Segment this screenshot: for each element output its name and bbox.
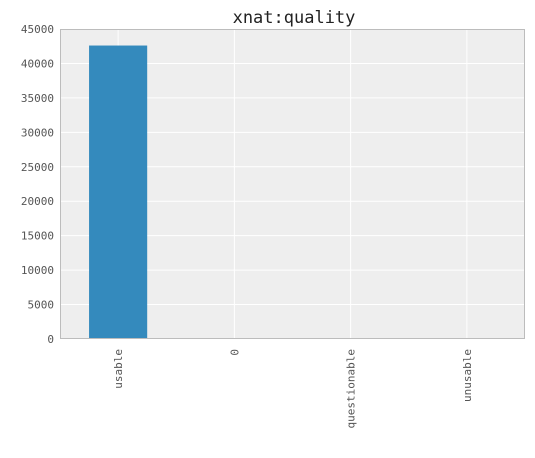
x-tick-label: usable [112,349,125,389]
y-tick-label: 40000 [21,57,54,70]
bar-usable [89,45,148,340]
x-tick-label: unusable [461,349,474,402]
y-tick-label: 35000 [21,92,54,105]
bars [89,45,496,340]
y-tick-label: 45000 [21,23,54,36]
x-axis-ticks: usable 0 questionable unusable [112,349,474,428]
y-tick-label: 10000 [21,264,54,277]
plot-frame [60,29,525,339]
y-axis-ticks: 0 5000 10000 15000 20000 25000 30000 35000 40000… [21,23,54,346]
y-tick-label: 15000 [21,230,54,243]
y-tick-label: 25000 [21,161,54,174]
plot-border [60,29,525,339]
chart-title: xnat:quality [233,8,356,28]
y-tick-label: 5000 [28,299,55,312]
y-tick-label: 0 [47,333,54,346]
y-tick-label: 30000 [21,126,54,139]
x-tick-label: 0 [228,349,241,356]
y-tick-label: 20000 [21,195,54,208]
x-tick-label: questionable [345,349,358,428]
